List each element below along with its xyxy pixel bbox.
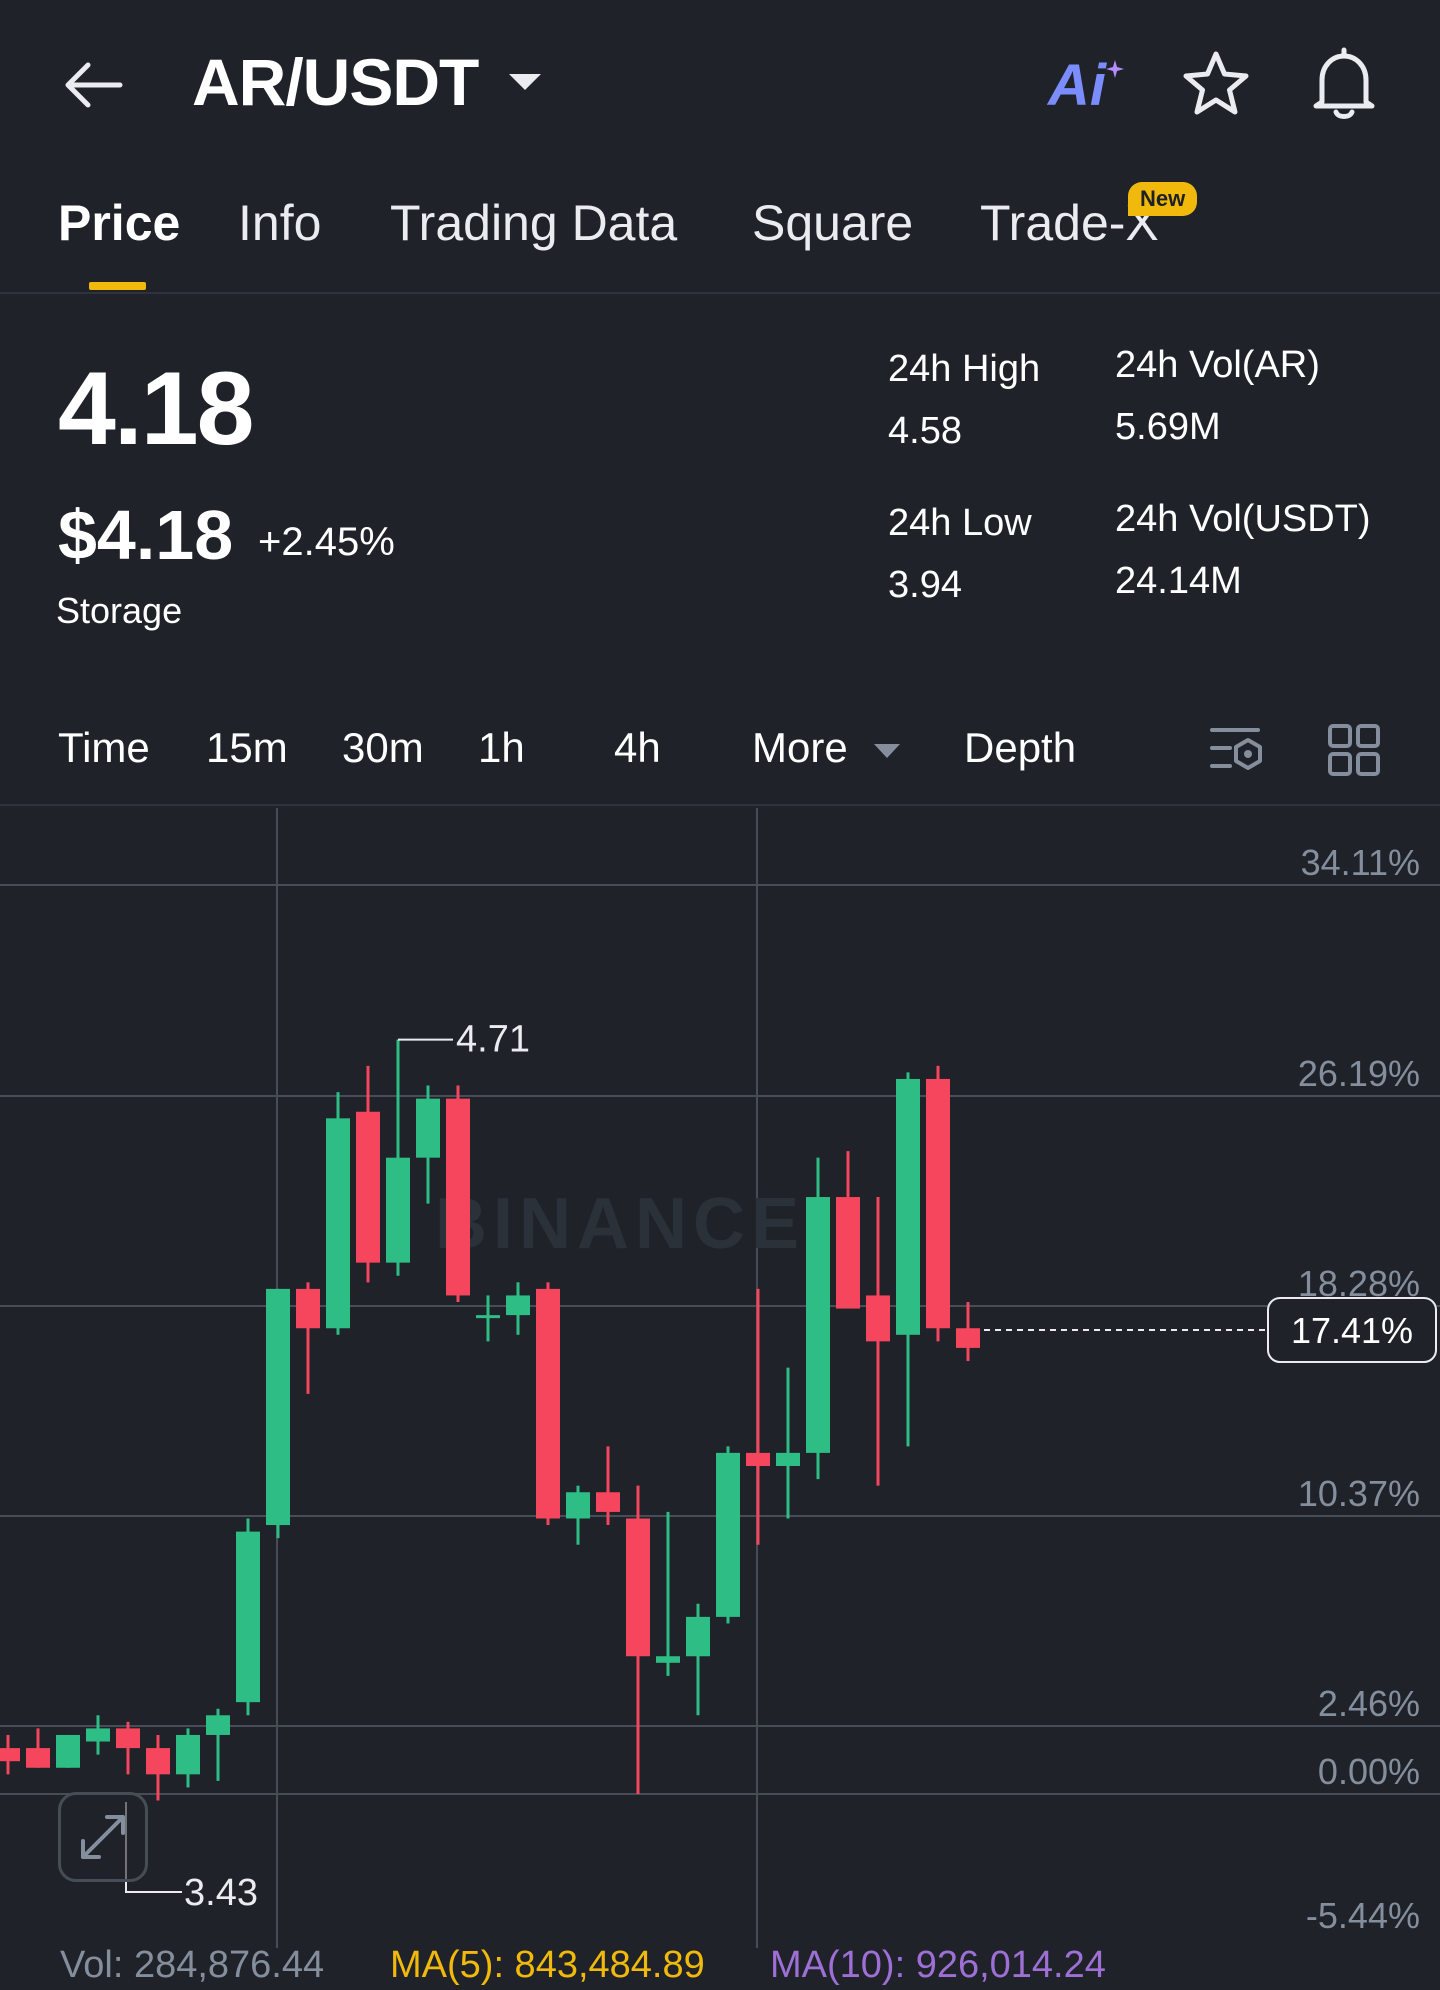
candle-body bbox=[416, 1098, 440, 1158]
price-change: +2.45% bbox=[258, 520, 395, 564]
interval-depth[interactable]: Depth bbox=[964, 724, 1077, 771]
pair-title[interactable]: AR/USDT bbox=[192, 45, 479, 119]
candle-body bbox=[536, 1288, 560, 1519]
candle-body bbox=[116, 1728, 140, 1749]
new-badge: New bbox=[1128, 182, 1198, 216]
vol-usdt-label: 24h Vol(USDT) bbox=[1115, 498, 1371, 540]
interval-time[interactable]: Time bbox=[58, 724, 150, 771]
candle-body bbox=[176, 1734, 200, 1775]
fullscreen-button[interactable] bbox=[58, 1792, 148, 1882]
ma5-value: MA(5): 843,484.89 bbox=[390, 1944, 705, 1986]
ma10-value: MA(10): 926,014.24 bbox=[770, 1944, 1106, 1986]
active-tab-indicator bbox=[89, 282, 146, 290]
ai-assistant-button[interactable]: Ai bbox=[1048, 52, 1128, 122]
usd-price: $4.18 bbox=[58, 496, 234, 574]
chart-settings-button[interactable] bbox=[1208, 720, 1268, 780]
low-value: 3.94 bbox=[888, 564, 962, 606]
last-price: 4.18 bbox=[58, 351, 254, 467]
interval-15m[interactable]: 15m bbox=[206, 724, 288, 771]
tab-price[interactable]: Price bbox=[58, 195, 181, 251]
candle-body bbox=[26, 1748, 50, 1768]
favorite-button[interactable] bbox=[1180, 48, 1252, 120]
chart-settings-icon bbox=[1210, 728, 1262, 770]
candle-body bbox=[836, 1197, 860, 1309]
candle-body bbox=[716, 1452, 740, 1617]
category-tag[interactable]: Storage bbox=[56, 590, 183, 631]
interval-4h[interactable]: 4h bbox=[614, 724, 661, 771]
candle-body bbox=[446, 1098, 470, 1296]
vol-usdt-value: 24.14M bbox=[1115, 560, 1242, 602]
candle-body bbox=[506, 1295, 530, 1316]
candlestick-chart[interactable]: BINANCE 34.11% 26.19% 18.28% 10.37% 2.46% 0.0… bbox=[0, 808, 1440, 1948]
candle-body bbox=[806, 1197, 830, 1453]
high-value: 4.58 bbox=[888, 410, 962, 452]
candle-body bbox=[776, 1452, 800, 1466]
chart-canvas[interactable]: BINANCE 34.11%26.19%18.28%10.37%2.46%0.0… bbox=[0, 808, 1440, 1948]
current-price-label: 17.41% bbox=[1291, 1310, 1413, 1351]
bell-icon bbox=[1313, 47, 1375, 119]
interval-bar: Time 15m 30m 1h 4h More Depth bbox=[0, 700, 1440, 806]
tab-info[interactable]: Info bbox=[238, 195, 322, 251]
candle-body bbox=[0, 1748, 20, 1762]
interval-30m[interactable]: 30m bbox=[342, 724, 424, 771]
star-icon bbox=[1183, 51, 1249, 115]
y-axis-label: 10.37% bbox=[1298, 1473, 1420, 1514]
high-marker-label: 4.71 bbox=[456, 1019, 530, 1061]
current-price-box bbox=[1267, 1297, 1437, 1363]
y-axis-label: 26.19% bbox=[1298, 1053, 1420, 1094]
y-axis-label: 34.11% bbox=[1301, 842, 1420, 883]
header: AR/USDT Ai bbox=[0, 0, 1440, 170]
vol-ar-value: 5.69M bbox=[1115, 406, 1221, 448]
candle-body bbox=[956, 1328, 980, 1348]
candle-body bbox=[206, 1715, 230, 1735]
grid-icon bbox=[1328, 724, 1380, 776]
tab-trading-data[interactable]: Trading Data bbox=[390, 195, 678, 251]
candle-body bbox=[596, 1492, 620, 1512]
candle-body bbox=[356, 1111, 380, 1263]
ai-icon: Ai bbox=[1048, 53, 1106, 118]
low-label: 24h Low bbox=[888, 502, 1032, 544]
y-axis-label: -5.44% bbox=[1306, 1895, 1420, 1936]
tab-bar: Price Info Trading Data Square Trade-X N… bbox=[0, 170, 1440, 294]
candle-body bbox=[236, 1531, 260, 1703]
expand-icon bbox=[81, 1815, 125, 1859]
candle-body bbox=[566, 1492, 590, 1519]
volume-legend: Vol: 284,876.44 MA(5): 843,484.89 MA(10)… bbox=[0, 1944, 1440, 1990]
candle-body bbox=[656, 1656, 680, 1663]
y-axis-label: 0.00% bbox=[1318, 1751, 1420, 1792]
candle-body bbox=[56, 1734, 80, 1768]
alert-button[interactable] bbox=[1308, 46, 1380, 122]
candle-body bbox=[896, 1078, 920, 1335]
candle-body bbox=[266, 1288, 290, 1526]
candle-body bbox=[866, 1295, 890, 1342]
interval-1h[interactable]: 1h bbox=[478, 724, 525, 771]
high-label: 24h High bbox=[888, 348, 1041, 390]
volume-value: Vol: 284,876.44 bbox=[60, 1944, 325, 1986]
candle-body bbox=[86, 1728, 110, 1742]
candle-body bbox=[746, 1452, 770, 1466]
low-marker-label: 3.43 bbox=[184, 1872, 258, 1914]
candle-body bbox=[296, 1288, 320, 1329]
chevron-down-icon[interactable] bbox=[505, 68, 545, 98]
interval-more[interactable]: More bbox=[752, 724, 848, 771]
candle-body bbox=[626, 1518, 650, 1657]
arrow-left-icon bbox=[65, 62, 123, 108]
back-button[interactable] bbox=[58, 50, 128, 120]
candle-body bbox=[326, 1118, 350, 1329]
candle-body bbox=[146, 1748, 170, 1775]
candle-body bbox=[926, 1078, 950, 1329]
vol-ar-label: 24h Vol(AR) bbox=[1115, 344, 1320, 386]
y-axis-label: 2.46% bbox=[1318, 1683, 1420, 1724]
tab-square[interactable]: Square bbox=[752, 195, 914, 251]
chevron-down-icon[interactable] bbox=[872, 740, 902, 764]
candle-body bbox=[476, 1315, 500, 1319]
sparkle-icon bbox=[1106, 60, 1124, 78]
layout-grid-button[interactable] bbox=[1324, 720, 1384, 780]
watermark: BINANCE bbox=[435, 1184, 805, 1264]
candle-body bbox=[686, 1616, 710, 1657]
candle-body bbox=[386, 1157, 410, 1263]
